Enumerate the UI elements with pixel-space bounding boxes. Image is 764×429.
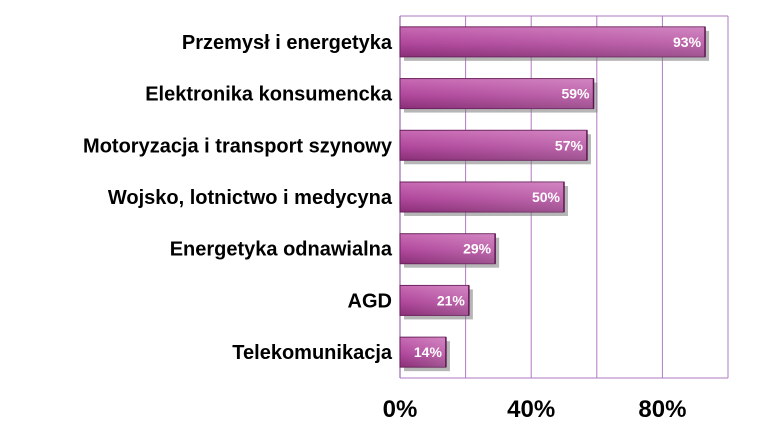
bar-group: 50% — [399, 181, 568, 216]
bar-shine — [400, 285, 469, 316]
category-labels: Przemysł i energetyka Elektronika konsume… — [83, 32, 393, 364]
category-label: Przemysł i energetyka — [182, 32, 393, 54]
bar-shine — [400, 78, 594, 109]
category-label: AGD — [348, 290, 392, 312]
x-tick-labels: 0% 40% 80% — [383, 396, 687, 423]
category-label: Wojsko, lotnictwo i medycyna — [108, 187, 393, 209]
bar-value-label: 29% — [463, 241, 492, 257]
category-label: Telekomunikacja — [232, 342, 393, 364]
bar-shine — [400, 182, 564, 212]
category-label: Elektronika konsumencka — [145, 84, 393, 106]
category-label: Motoryzacja i transport szynowy — [83, 135, 393, 157]
x-tick-label: 40% — [507, 396, 555, 423]
bars: 93% 59% 57% 50% 29% 21% 14% — [399, 26, 710, 372]
x-tick-label: 0% — [383, 396, 418, 423]
bar-group: 21% — [399, 284, 473, 320]
bar-group: 59% — [399, 78, 598, 113]
bar-value-label: 93% — [673, 34, 702, 50]
bar-shine — [400, 337, 446, 368]
bar-shine — [400, 26, 706, 57]
bar-value-label: 59% — [561, 86, 590, 102]
bar-group: 14% — [399, 336, 450, 372]
bar-value-label: 21% — [437, 292, 466, 308]
bar-value-label: 57% — [555, 137, 584, 153]
bar-group: 93% — [399, 26, 710, 61]
bar-group: 29% — [399, 233, 500, 268]
bar-value-label: 50% — [532, 189, 561, 205]
category-label: Energetyka odnawialna — [170, 239, 393, 261]
bar-shine — [400, 233, 496, 264]
plot-area — [400, 15, 728, 379]
x-tick-label: 80% — [638, 396, 686, 423]
bar-value-label: 14% — [414, 344, 443, 360]
bar-group: 57% — [399, 129, 591, 165]
bar-shine — [400, 130, 587, 161]
